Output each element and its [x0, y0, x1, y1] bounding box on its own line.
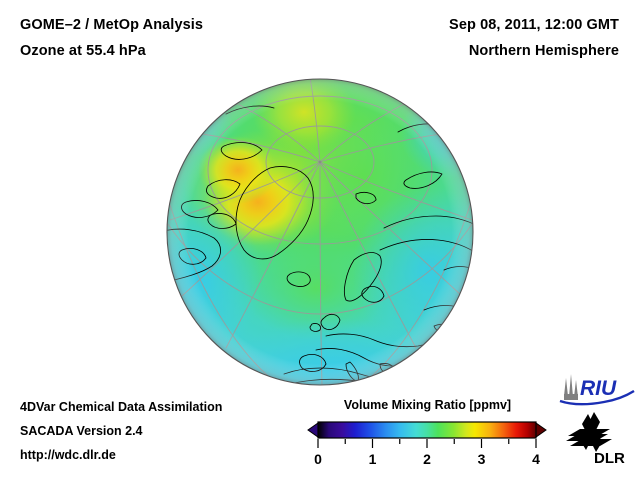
- hemisphere-label: Northern Hemisphere: [468, 43, 619, 59]
- colorbar-ticks: [317, 439, 537, 448]
- colorbar-scale: 0 1 2 3 4: [307, 421, 547, 467]
- colorbar-tick-2: 2: [423, 451, 431, 467]
- footer-method: 4DVar Chemical Data Assimilation: [20, 400, 223, 414]
- orthographic-projection: [166, 78, 474, 386]
- colorbar-title: Volume Mixing Ratio [ppmv]: [343, 398, 512, 412]
- ozone-field: [167, 79, 473, 385]
- logo-group: RIU DLR: [556, 370, 640, 470]
- riu-logo: RIU: [559, 374, 635, 406]
- colorbar-tick-4: 4: [532, 451, 540, 467]
- dlr-logo-text: DLR: [594, 450, 625, 466]
- colorbar-tick-0: 0: [314, 451, 322, 467]
- timestamp-label: Sep 08, 2011, 12:00 GMT: [449, 17, 619, 33]
- footer-version: SACADA Version 2.4: [20, 424, 143, 438]
- limb-shading: [167, 79, 473, 385]
- colorbar-extend-max: [535, 422, 547, 438]
- riu-swoosh-icon: [559, 389, 635, 406]
- footer-url[interactable]: http://wdc.dlr.de: [20, 448, 116, 462]
- globe-outline: [166, 78, 474, 386]
- colorbar-gradient: [317, 421, 537, 439]
- dlr-pinwheel-icon: [566, 412, 612, 452]
- colorbar-tick-3: 3: [478, 451, 486, 467]
- subtitle-level: Ozone at 55.4 hPa: [20, 43, 146, 59]
- coastline-middle-east: [457, 340, 473, 351]
- colorbar-tick-1: 1: [369, 451, 377, 467]
- riu-logo-text: RIU: [580, 377, 617, 400]
- colorbar-extend-min: [307, 422, 319, 438]
- colorbar: Volume Mixing Ratio [ppmv]: [300, 398, 555, 470]
- globe-map: [166, 74, 480, 392]
- riu-spires-icon: [564, 374, 578, 400]
- page-title: GOME–2 / MetOp Analysis: [20, 17, 204, 33]
- dlr-logo: DLR: [566, 412, 625, 466]
